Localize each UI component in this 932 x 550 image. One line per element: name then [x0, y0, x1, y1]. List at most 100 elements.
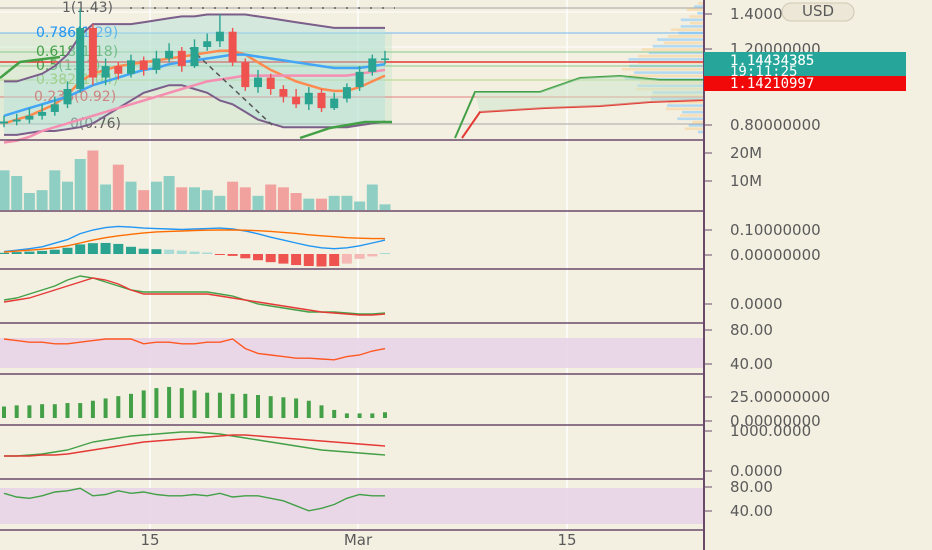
volume-profile-bar	[667, 104, 704, 107]
adx-bar	[14, 405, 19, 418]
adx-bar	[179, 388, 184, 418]
candle-body[interactable]	[304, 92, 313, 105]
adx-bar	[332, 409, 337, 418]
volume-bar	[23, 193, 35, 210]
macd-histogram-bar	[24, 251, 35, 254]
adx-bar	[129, 393, 133, 418]
candle-body[interactable]	[254, 77, 262, 88]
channel-dashed	[189, 47, 273, 126]
adx-bar	[205, 392, 210, 418]
adx-bar	[294, 398, 299, 418]
volume-profile-bar	[638, 54, 704, 58]
candle-body[interactable]	[63, 89, 72, 105]
volume-bar	[379, 204, 391, 210]
volume-bar	[150, 181, 162, 210]
volume-bar	[49, 170, 61, 210]
candle-body[interactable]	[317, 92, 326, 109]
adx-bar	[90, 400, 95, 418]
adx-bar	[2, 406, 6, 418]
volume-profile-bar	[677, 117, 704, 121]
currency-button-bg[interactable]	[781, 2, 855, 22]
candle-body[interactable]	[241, 62, 250, 88]
adx-bar	[256, 395, 260, 418]
candle-body[interactable]	[177, 50, 186, 67]
pane-axis-label: 25.00000000	[730, 388, 830, 406]
candle-body[interactable]	[266, 77, 275, 90]
candle-body[interactable]	[76, 27, 85, 90]
volume-profile-bar	[694, 5, 704, 8]
adx-bar	[65, 403, 70, 418]
volume-profile-bar	[698, 2, 704, 5]
pane-axis-label: 0.0000	[730, 295, 783, 313]
macd-histogram-bar	[0, 252, 9, 254]
candle-body[interactable]	[215, 31, 224, 42]
bollinger-upper	[4, 13, 385, 83]
candle-body[interactable]	[355, 71, 364, 88]
candle-body[interactable]	[0, 121, 8, 124]
candle-body[interactable]	[101, 66, 110, 78]
macd-histogram-bar	[75, 244, 86, 254]
adx-bar	[116, 396, 121, 418]
candle-body[interactable]	[279, 89, 288, 97]
macd-histogram-bar	[354, 254, 365, 259]
adx-bar	[357, 413, 362, 418]
candle-body[interactable]	[139, 60, 148, 70]
candles[interactable]	[0, 8, 389, 128]
candle-body[interactable]	[165, 50, 174, 59]
bollinger-lower	[4, 84, 386, 136]
time-axis-label: 15	[557, 531, 576, 549]
volume-profile-bar	[684, 127, 704, 130]
candle-body[interactable]	[38, 111, 47, 116]
adx-bar	[306, 400, 311, 418]
candle-body[interactable]	[25, 115, 34, 120]
candle-body[interactable]	[152, 58, 161, 70]
price-tag-last: 1.14434385 1.14434385 19:11:25	[704, 52, 906, 80]
volume-bar	[138, 190, 150, 210]
adx-bar	[383, 412, 387, 418]
volume-bar	[125, 181, 137, 210]
volume-bar	[252, 195, 264, 210]
candle-body[interactable]	[368, 58, 377, 72]
macd-histogram-bar	[265, 254, 276, 263]
candle-body[interactable]	[190, 47, 199, 67]
time-axis: 15 Mar 15	[140, 531, 576, 549]
adx-bar	[40, 404, 45, 418]
candle-body[interactable]	[342, 87, 351, 99]
pane-axis-label: 0.00000000	[730, 246, 821, 264]
volume-bar	[366, 184, 378, 210]
volume-bar	[176, 187, 188, 210]
volume-profile-bar	[680, 25, 704, 28]
pane-dividers[interactable]	[0, 139, 704, 531]
pane-axis-label: 80.00	[730, 321, 773, 339]
macd-histogram-bar	[113, 243, 124, 254]
candle-body[interactable]	[88, 27, 97, 78]
macd-histogram-bar	[138, 248, 149, 254]
currency-button-label[interactable]: USD	[802, 2, 834, 20]
candle-body[interactable]	[12, 119, 21, 122]
currency-button[interactable]: USD	[781, 2, 855, 22]
pane-axis-label: 80.00	[730, 478, 773, 496]
volume-profile-bar	[651, 94, 704, 97]
candle-body[interactable]	[114, 66, 123, 74]
volume-bar	[189, 187, 200, 210]
volume-bar	[214, 195, 226, 210]
volume-profile-bar	[689, 21, 704, 25]
macd-histogram-bar	[100, 242, 111, 254]
rsi-band	[0, 338, 704, 368]
oscillator-line-red	[3, 277, 386, 316]
volume-profile-bar	[670, 28, 704, 31]
candle-body[interactable]	[292, 96, 301, 105]
pane-axis-label: 0.0000	[730, 462, 783, 480]
macd-histogram-bar	[49, 249, 60, 254]
candle-body[interactable]	[381, 58, 389, 60]
candle-body[interactable]	[50, 104, 59, 112]
volume-bar	[201, 190, 213, 210]
volume-bar	[227, 181, 239, 210]
candle-body[interactable]	[228, 31, 237, 63]
candle-body[interactable]	[330, 98, 339, 109]
candle-body[interactable]	[127, 60, 135, 74]
candle-body[interactable]	[203, 41, 212, 47]
adx-bar	[192, 390, 197, 418]
